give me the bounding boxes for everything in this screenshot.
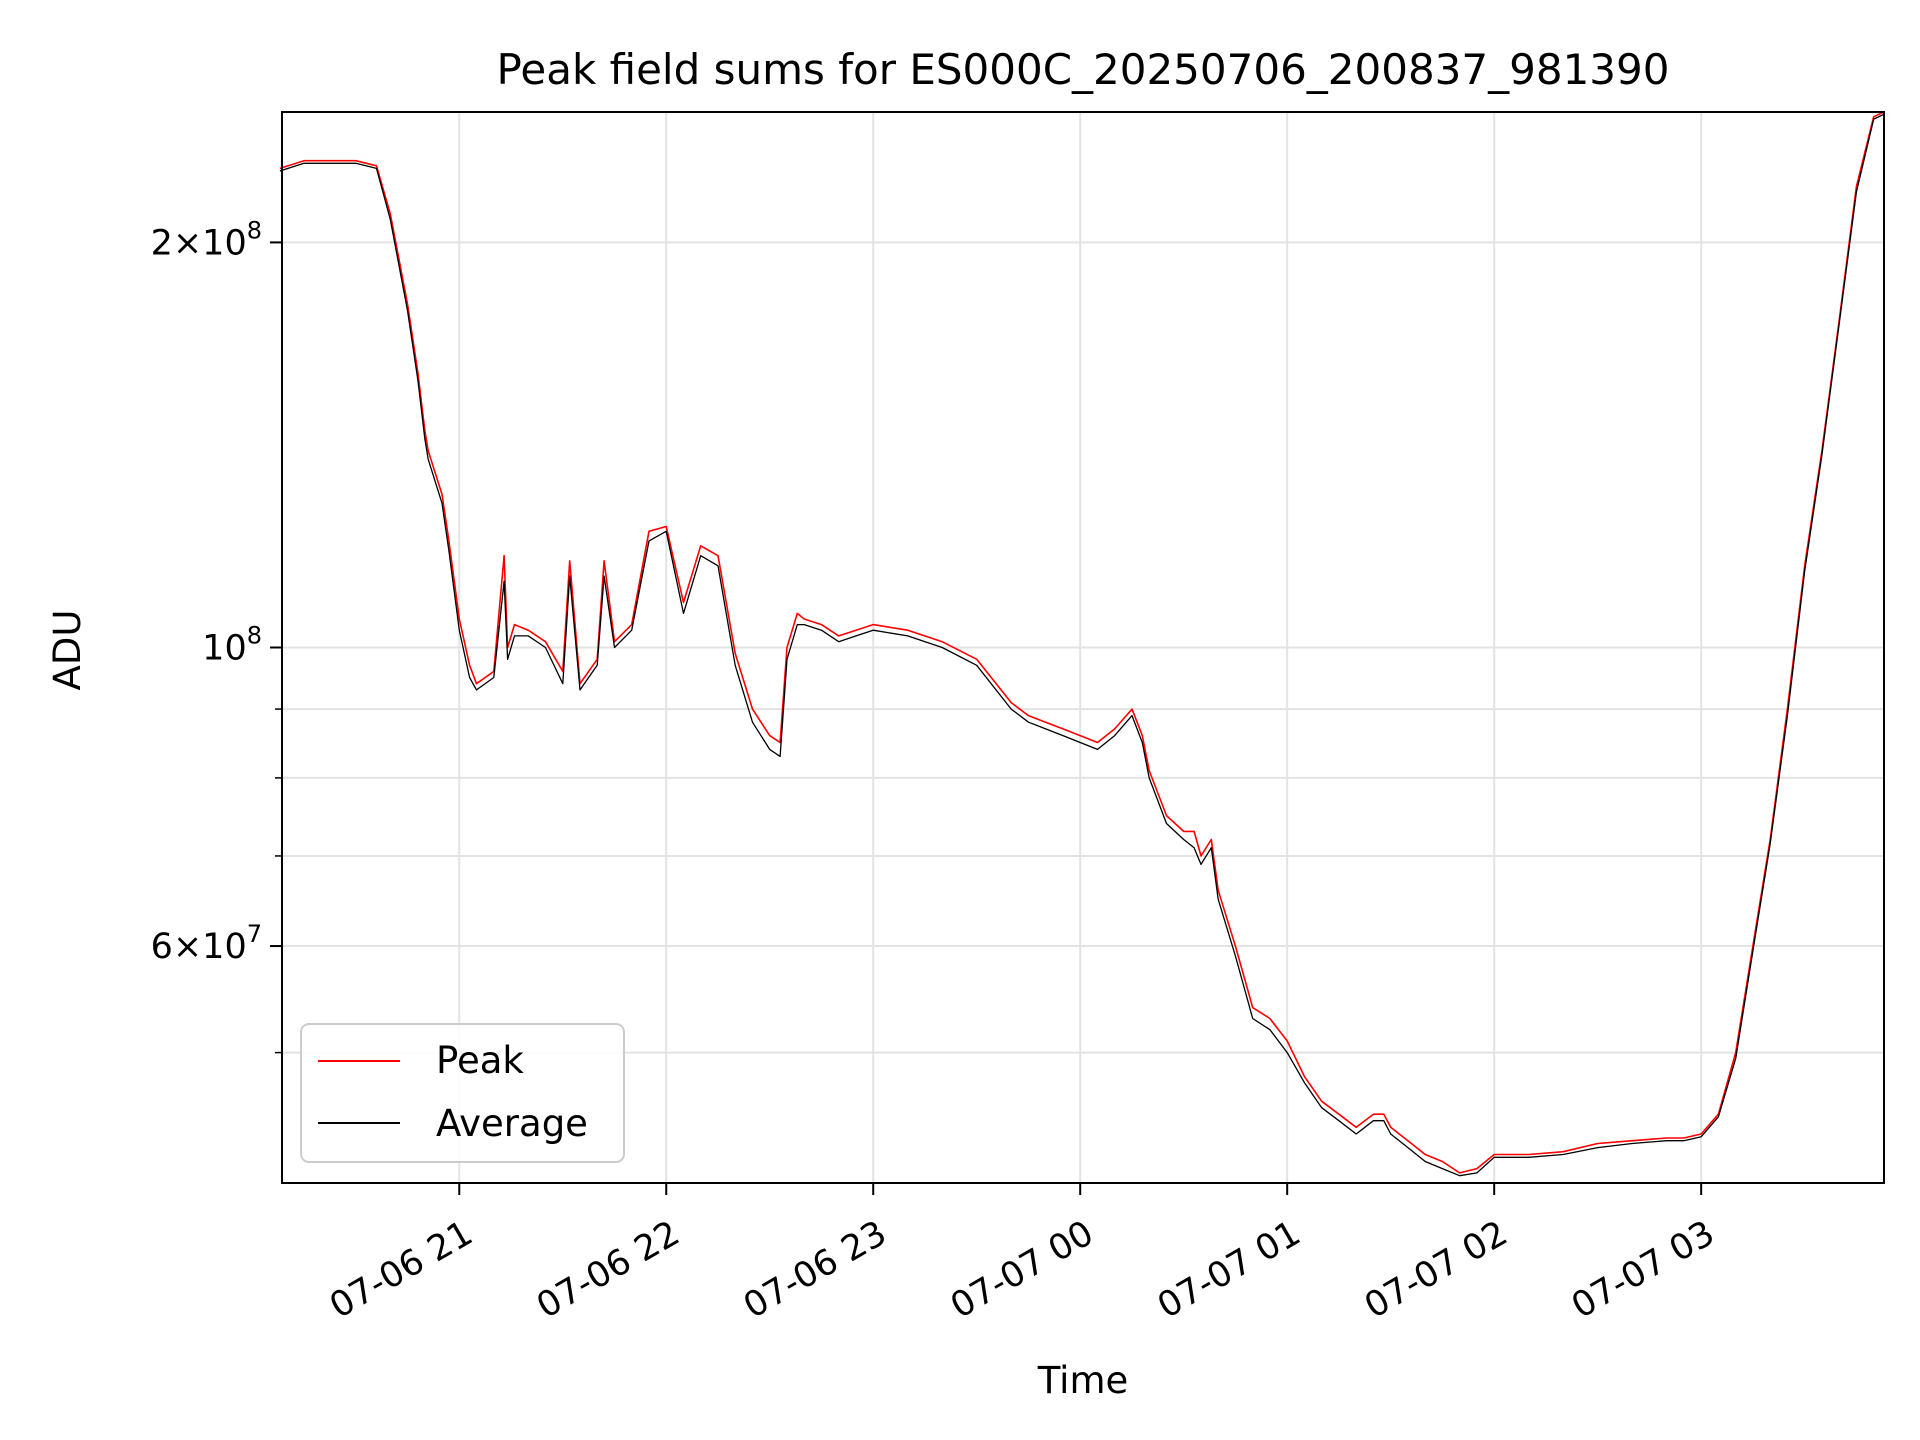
y-tick-mantissa: 6: [151, 927, 173, 967]
series-line-peak: [279, 111, 1885, 1174]
y-tick-exponent: 8: [247, 216, 262, 244]
y-tick-base: 10: [202, 927, 247, 967]
y-tick-times: ×: [173, 927, 202, 967]
x-tick-label: 07-07 03: [1565, 1213, 1721, 1326]
y-axis-label: ADU: [46, 610, 89, 691]
legend-label-peak: Peak: [436, 1039, 524, 1082]
y-tick-mantissa: 2: [151, 223, 173, 263]
x-axis-ticks: 07-06 21 07-06 22 07-06 23 07-07 00 07-07 01…: [323, 1183, 1721, 1327]
x-tick-label: 07-07 00: [944, 1213, 1100, 1326]
y-tick-label: 6×107: [151, 920, 262, 967]
series-lines: [279, 111, 1885, 1177]
y-tick-base: 10: [202, 223, 247, 263]
y-tick-exponent: 7: [247, 920, 262, 948]
x-tick-label: 07-06 21: [323, 1213, 479, 1326]
x-axis-label: Time: [1037, 1359, 1129, 1402]
x-tick-label: 07-06 22: [530, 1213, 686, 1326]
x-tick-label: 07-06 23: [737, 1213, 893, 1326]
y-tick-label: 108: [202, 622, 262, 669]
y-tick-label: 2×108: [151, 216, 262, 263]
y-tick-times: ×: [173, 223, 202, 263]
legend-label-average: Average: [436, 1102, 588, 1145]
legend: Peak Average: [300, 1023, 625, 1163]
x-tick-label: 07-07 02: [1358, 1213, 1514, 1326]
legend-box: [300, 1023, 625, 1163]
y-tick-base: 10: [202, 629, 247, 669]
series-line-average: [279, 113, 1885, 1177]
y-tick-exponent: 8: [247, 622, 262, 650]
x-tick-label: 07-07 01: [1151, 1213, 1307, 1326]
chart-title: Peak field sums for ES000C_20250706_2008…: [497, 45, 1670, 94]
grid-lines: [282, 112, 1884, 1183]
